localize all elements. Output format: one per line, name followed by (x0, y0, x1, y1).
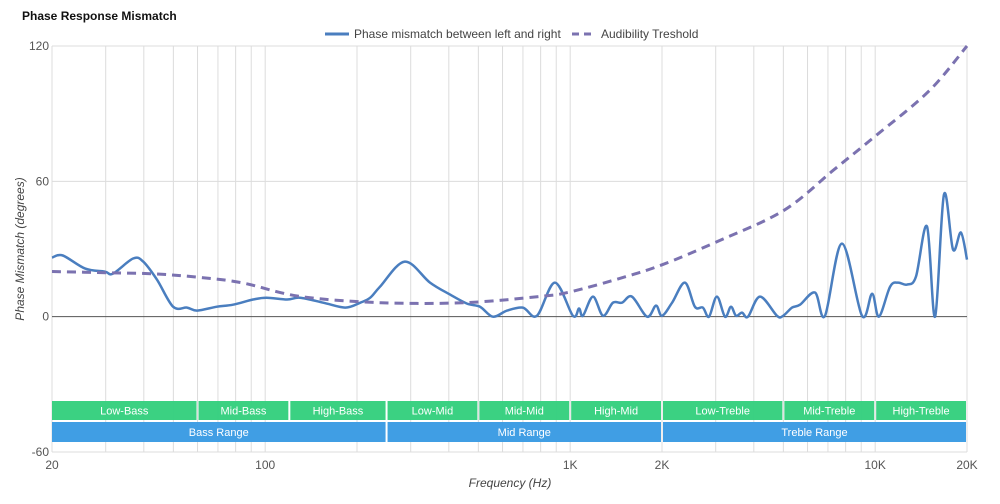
band-label: Mid Range (498, 427, 551, 439)
x-tick-label: 100 (255, 458, 275, 472)
chart-title: Phase Response Mismatch (22, 9, 177, 23)
y-tick-label: 120 (29, 39, 49, 53)
y-tick-label: -60 (32, 445, 50, 459)
y-axis-label: Phase Mismatch (degrees) (13, 177, 27, 320)
y-tick-label: 60 (36, 174, 50, 188)
band-label: Mid-Treble (803, 406, 855, 418)
phase-mismatch-line (51, 191, 969, 319)
series-lines (51, 45, 969, 319)
band-label: High-Treble (893, 406, 950, 418)
x-tick-label: 2K (655, 458, 670, 472)
band-bass-range (52, 422, 386, 442)
x-axis-label: Frequency (Hz) (469, 476, 552, 490)
x-tick-label: 10K (865, 458, 886, 472)
band-high-mid (571, 401, 661, 420)
band-low-bass (52, 401, 197, 420)
band-mid-range (387, 422, 661, 442)
legend: Phase mismatch between left and right Au… (325, 27, 698, 41)
band-label: Mid-Bass (221, 406, 267, 418)
band-label: Mid-Mid (505, 406, 544, 418)
band-label: High-Mid (594, 406, 638, 418)
band-label: Low-Mid (412, 406, 454, 418)
band-label: Bass Range (189, 427, 249, 439)
legend-label-threshold: Audibility Treshold (601, 27, 698, 41)
y-tick-label: 0 (42, 310, 49, 324)
band-treble-range (663, 422, 966, 442)
band-mid-bass (198, 401, 289, 420)
band-low-mid (387, 401, 478, 420)
x-tick-label: 20 (45, 458, 59, 472)
band-high-bass (290, 401, 386, 420)
band-mid-mid (479, 401, 570, 420)
frequency-bands: Low-Bass Mid-Bass High-Bass Low-Mid Mid-Mid H… (52, 401, 966, 442)
band-label: Treble Range (781, 427, 847, 439)
band-low-treble (663, 401, 783, 420)
x-tick-label: 1K (563, 458, 578, 472)
band-label: High-Bass (313, 406, 364, 418)
band-label: Low-Bass (100, 406, 149, 418)
legend-label-phase: Phase mismatch between left and right (354, 27, 561, 41)
band-high-treble (876, 401, 966, 420)
x-tick-label: 20K (956, 458, 977, 472)
band-label: Low-Treble (695, 406, 750, 418)
band-mid-treble (784, 401, 875, 420)
audibility-threshold-line (51, 45, 969, 305)
grid (51, 45, 968, 453)
